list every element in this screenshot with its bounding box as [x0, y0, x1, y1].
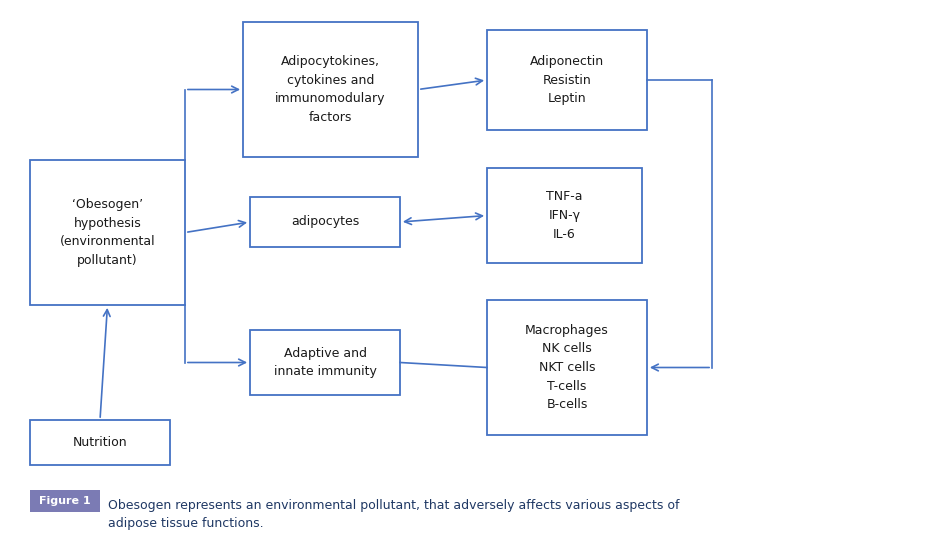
Text: Macrophages
NK cells
NKT cells
T-cells
B-cells: Macrophages NK cells NKT cells T-cells B…	[525, 324, 609, 411]
Bar	[30, 490, 100, 512]
Bar	[30, 420, 170, 465]
Text: Adaptive and
innate immunity: Adaptive and innate immunity	[274, 347, 377, 378]
Bar	[243, 22, 418, 157]
Text: Figure 1: Figure 1	[39, 496, 90, 506]
Bar	[250, 197, 400, 247]
Text: ‘Obesogen’
hypothesis
(environmental
pollutant): ‘Obesogen’ hypothesis (environmental pol…	[60, 198, 155, 267]
Bar	[487, 30, 647, 130]
Bar	[30, 160, 185, 305]
Text: Nutrition: Nutrition	[72, 436, 127, 449]
Text: Adiponectin
Resistin
Leptin: Adiponectin Resistin Leptin	[530, 55, 604, 105]
Text: TNF-a
IFN-γ
IL-6: TNF-a IFN-γ IL-6	[546, 191, 583, 241]
Text: Obesogen represents an environmental pollutant, that adversely affects various a: Obesogen represents an environmental pol…	[108, 499, 680, 531]
Bar	[487, 168, 642, 263]
Text: Adipocytokines,
cytokines and
immunomodulary
factors: Adipocytokines, cytokines and immunomodu…	[275, 55, 386, 124]
Text: adipocytes: adipocytes	[291, 215, 359, 229]
Bar	[487, 300, 647, 435]
Bar	[250, 330, 400, 395]
